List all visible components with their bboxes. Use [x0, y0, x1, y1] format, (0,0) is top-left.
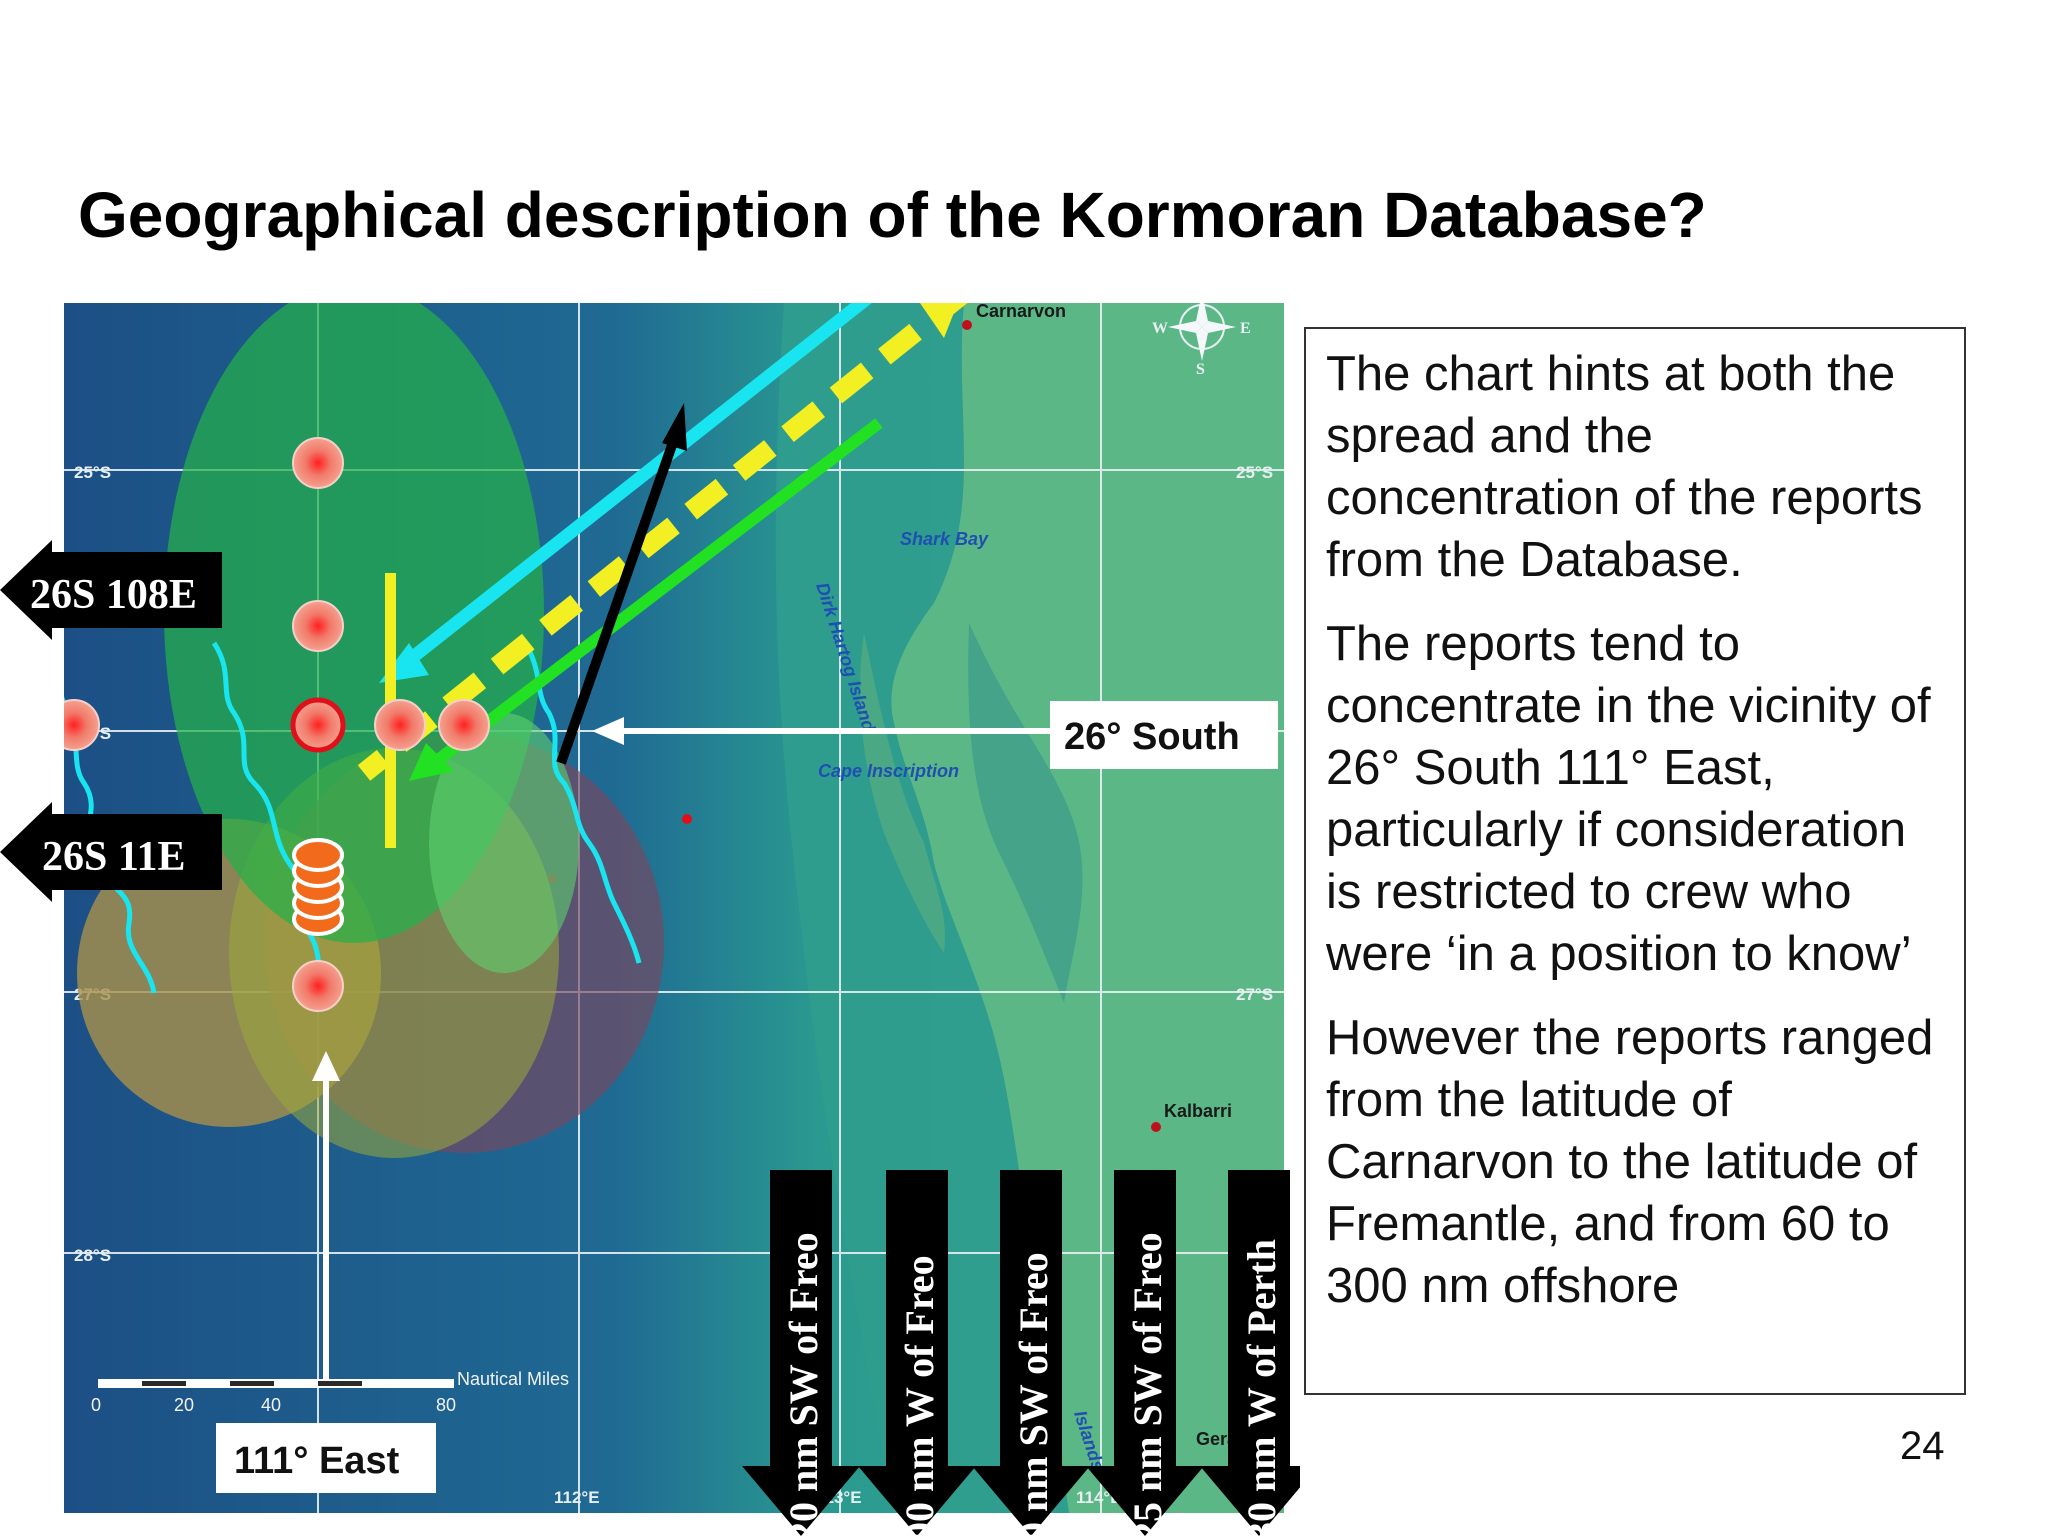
down-arrow-3: 20 nm SW of Freo: [972, 1170, 1090, 1536]
marker: [292, 437, 344, 489]
marker: [438, 699, 490, 751]
explanation-paragraph-2: The reports tend to concentrate in the v…: [1326, 617, 1931, 981]
orange-report-stack: [292, 838, 344, 936]
callout-26-south-text: 26° South: [1064, 716, 1240, 758]
kalbarri-label: Kalbarri: [1164, 1101, 1232, 1121]
lat-tick-25-right: 25°S: [1236, 463, 1273, 482]
down-arrow-4: 125 nm SW of Freo: [1086, 1170, 1204, 1536]
scale-tick-80: 80: [436, 1395, 456, 1415]
green-ellipse-small: [429, 713, 579, 973]
land-mass: [891, 303, 1284, 1513]
lat-tick-25-left: 25°S: [74, 463, 111, 482]
carnarvon-label: Carnarvon: [976, 303, 1066, 321]
down-arrow-2-label: 100 nm W of Freo: [897, 1255, 942, 1536]
marker: [292, 600, 344, 652]
compass-e: E: [1240, 320, 1251, 337]
shark-bay-water: [968, 623, 1083, 1003]
left-arrow-26s-108e-label: 26S 108E: [30, 572, 197, 618]
compass-s: S: [1196, 361, 1205, 378]
down-arrow-3-label: 20 nm SW of Freo: [1011, 1252, 1056, 1536]
yellow-dashed-arrow: [357, 303, 968, 781]
bottom-arrows: 120 nm SW of Freo 100 nm W of Freo 20 nm…: [742, 1170, 1300, 1536]
explanation-paragraph-3: However the reports ranged from the lati…: [1326, 1011, 1934, 1313]
report-dot: [682, 814, 692, 824]
callout-111-east: 111° East: [216, 1423, 436, 1493]
lon-tick-112: 112°E: [554, 1488, 600, 1507]
down-arrow-2: 100 nm W of Freo: [858, 1170, 976, 1536]
carnarvon-dot: [962, 320, 972, 330]
down-arrow-1-label: 120 nm SW of Freo: [781, 1232, 826, 1536]
lat-tick-28-left: 28°S: [74, 1246, 111, 1265]
scale-bar: Nautical Miles 0 20 40 80: [91, 1369, 569, 1415]
down-arrow-5-label: 130 nm W of Perth: [1239, 1239, 1284, 1536]
compass-w: W: [1152, 320, 1168, 337]
kalbarri-dot: [1151, 1122, 1161, 1132]
callout-111-east-text: 111° East: [234, 1440, 400, 1482]
green-arrow: [409, 418, 883, 781]
scale-unit-label: Nautical Miles: [457, 1369, 569, 1389]
shark-bay-label: Shark Bay: [900, 529, 989, 549]
scale-tick-0: 0: [91, 1395, 101, 1415]
east-pointer-arrow: [312, 1051, 340, 1388]
lat-tick-27-right: 27°S: [1236, 985, 1273, 1004]
black-arrow: [556, 403, 687, 765]
down-arrow-4-label: 125 nm SW of Freo: [1125, 1232, 1170, 1536]
left-arrow-26s-11e-label: 26S 11E: [42, 834, 186, 880]
left-arrows: 26S 108E 26S 11E: [0, 540, 222, 902]
left-arrow-26s-11e: 26S 11E: [0, 802, 222, 902]
scale-tick-40: 40: [261, 1395, 281, 1415]
slide-title: Geographical description of the Kormoran…: [78, 179, 1707, 251]
cape-inscription-label: Cape Inscription: [818, 761, 959, 781]
dirk-hartog-island-shape: [860, 633, 945, 953]
page-number: 24: [1900, 1424, 1945, 1468]
marker: [374, 699, 426, 751]
marker-highlighted: [290, 697, 346, 753]
callout-26-south: 26° South: [1050, 701, 1278, 769]
marker: [64, 699, 100, 751]
down-arrow-1: 120 nm SW of Freo: [742, 1170, 860, 1536]
marker: [292, 960, 344, 1012]
report-markers: [64, 437, 490, 1012]
compass-rose: E W S: [1152, 303, 1251, 378]
south-pointer-arrow: [592, 717, 1064, 745]
left-arrow-26s-108e: 26S 108E: [0, 540, 222, 640]
scale-tick-20: 20: [174, 1395, 194, 1415]
down-arrow-5: 130 nm W of Perth: [1200, 1170, 1300, 1536]
explanation-textbox: The chart hints at both the spread and t…: [1304, 327, 1966, 1395]
explanation-paragraph-1: The chart hints at both the spread and t…: [1326, 347, 1923, 587]
